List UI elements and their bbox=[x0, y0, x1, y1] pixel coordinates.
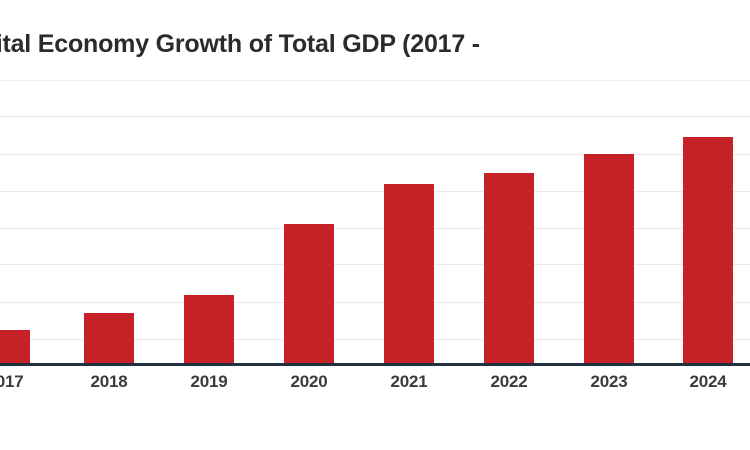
bar-2023[interactable] bbox=[584, 154, 634, 365]
gridline-3 bbox=[0, 228, 750, 229]
gridline-5 bbox=[0, 302, 750, 303]
plot-area bbox=[0, 80, 750, 366]
x-tick-label-2022: 2022 bbox=[490, 372, 528, 391]
bar-2022[interactable] bbox=[484, 173, 534, 365]
x-tick-label-2020: 2020 bbox=[290, 372, 328, 391]
chart-title: esia's Digital Economy Growth of Total G… bbox=[0, 30, 480, 58]
gridline-4 bbox=[0, 264, 750, 265]
gridline-2 bbox=[0, 191, 750, 192]
bar-series bbox=[0, 81, 750, 365]
bar-2019[interactable] bbox=[184, 295, 234, 365]
x-tick-label-2019: 2019 bbox=[190, 372, 228, 391]
x-tick-label-2021: 2021 bbox=[390, 372, 428, 391]
footer-whitespace bbox=[0, 400, 750, 450]
x-tick-label-2024: 2024 bbox=[689, 372, 727, 391]
gridlines bbox=[0, 81, 750, 366]
bar-2021[interactable] bbox=[384, 184, 434, 365]
x-tick-label-2017: 2017 bbox=[0, 372, 24, 391]
x-tick-label-2023: 2023 bbox=[590, 372, 628, 391]
x-axis-line bbox=[0, 363, 750, 366]
bar-2018[interactable] bbox=[84, 313, 134, 365]
bar-2020[interactable] bbox=[284, 224, 334, 365]
gridline-0 bbox=[0, 116, 750, 117]
bar-2017[interactable] bbox=[0, 330, 30, 365]
x-axis-labels: 2017 2018 2019 2020 2021 2022 2023 2024 bbox=[0, 372, 750, 398]
gridline-1 bbox=[0, 154, 750, 155]
x-tick-label-2018: 2018 bbox=[90, 372, 128, 391]
bar-2024[interactable] bbox=[683, 137, 733, 365]
gridline-6 bbox=[0, 339, 750, 340]
